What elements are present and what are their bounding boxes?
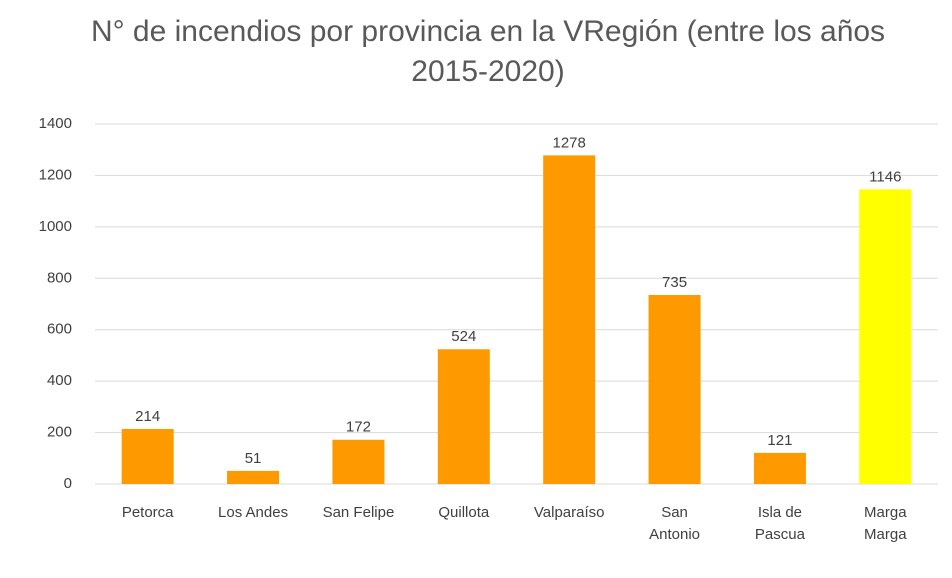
chart-title: N° de incendios por provincia en la VReg… (90, 15, 886, 88)
data-label: 524 (451, 328, 476, 345)
data-label: 1278 (553, 134, 586, 151)
y-tick-label: 800 (47, 269, 72, 286)
x-tick-label: San Felipe (322, 504, 395, 521)
x-tick-label: Los Andes (218, 504, 289, 521)
bar (543, 155, 596, 484)
y-tick-label: 200 (47, 424, 72, 441)
data-label: 1146 (869, 168, 901, 185)
bar (437, 349, 490, 484)
x-tick-label: Quillota (438, 504, 490, 521)
y-tick-label: 1200 (39, 166, 72, 183)
y-tick-label: 600 (47, 321, 72, 338)
y-tick-label: 400 (47, 372, 72, 389)
x-tick-label: Petorca (121, 504, 174, 521)
x-tick-label: Isla de Pascua (754, 504, 805, 543)
y-tick-label: 1000 (39, 218, 72, 235)
bar (227, 470, 280, 484)
data-label: 735 (662, 274, 687, 291)
data-label: 121 (767, 432, 792, 449)
bar (753, 452, 806, 484)
y-tick-label: 1400 (39, 115, 72, 132)
x-tick-label: San Antonio (649, 504, 700, 543)
bar (859, 189, 912, 485)
bar (648, 295, 701, 484)
data-label: 214 (135, 408, 160, 425)
data-label: 172 (346, 419, 371, 436)
y-tick-label: 0 (64, 475, 72, 492)
bar (332, 439, 385, 484)
data-label: 51 (245, 450, 262, 467)
bar (121, 428, 174, 484)
x-tick-label: Valparaíso (533, 504, 605, 521)
x-tick-label: Marga Marga (864, 504, 907, 543)
